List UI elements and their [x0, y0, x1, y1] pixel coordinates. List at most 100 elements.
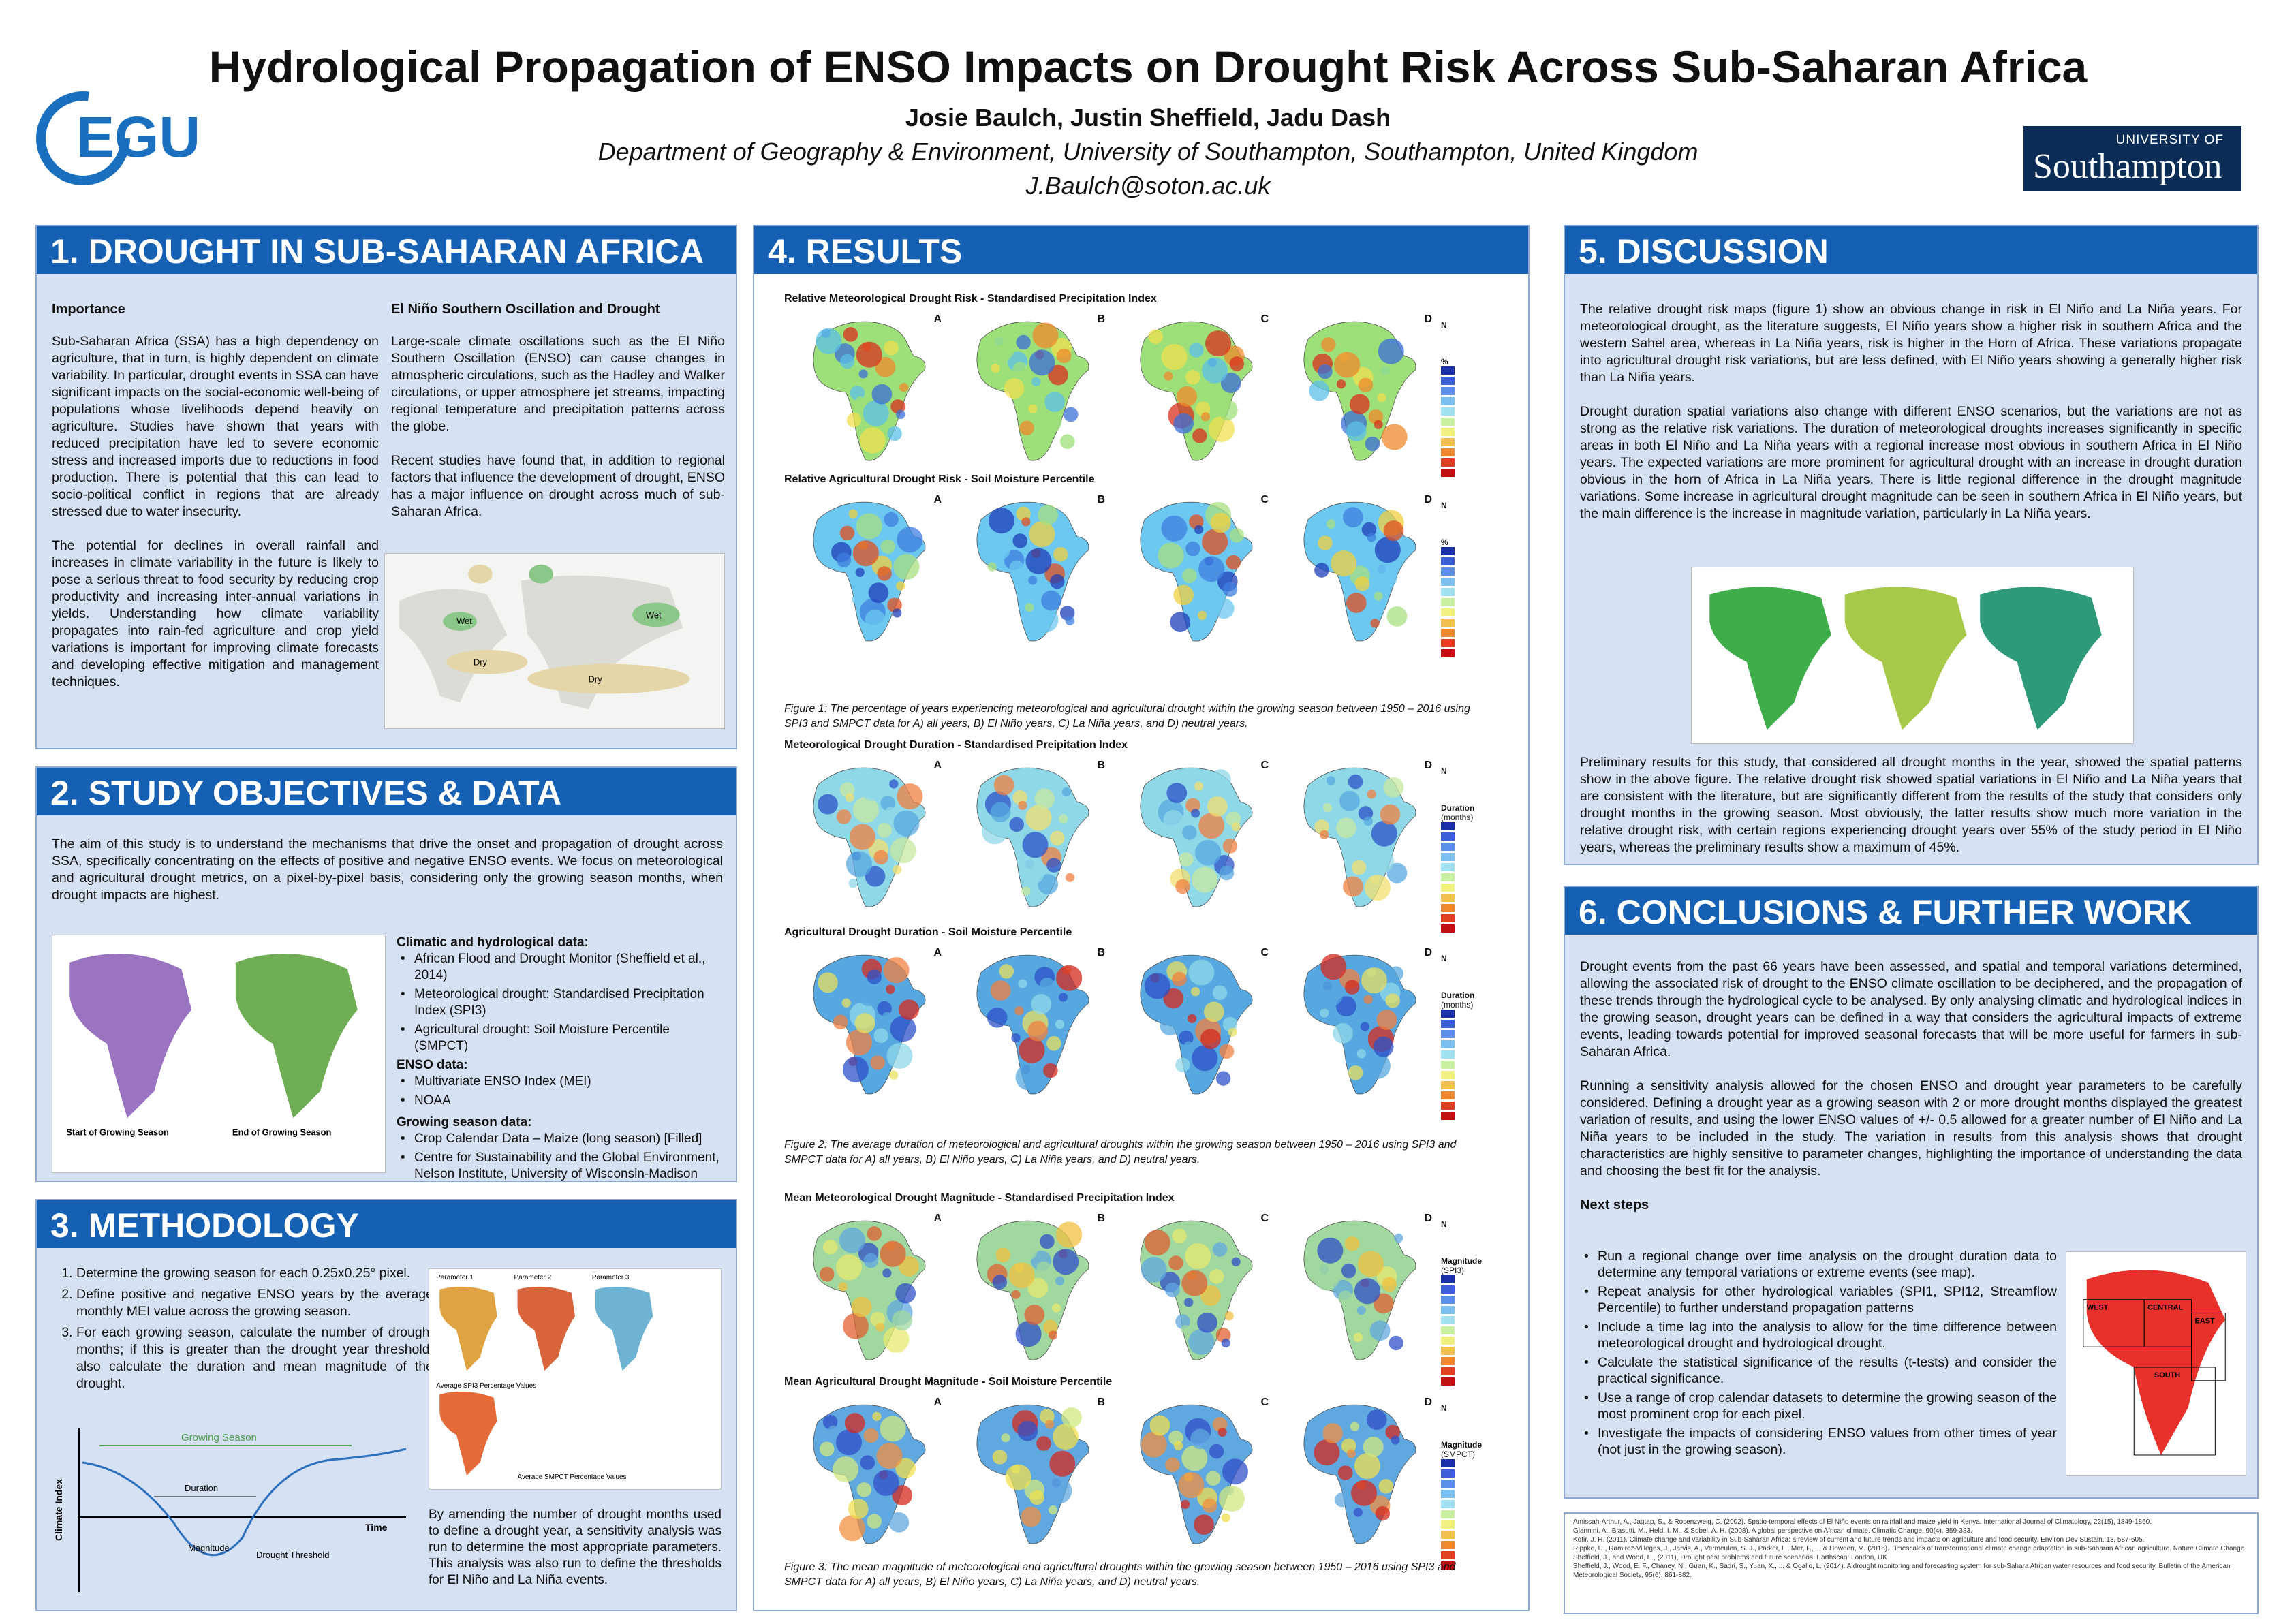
result-map-panel: B [950, 754, 1111, 918]
section-heading: 3. METHODOLOGY [37, 1200, 736, 1248]
enso-data-title: ENSO data: [397, 1058, 468, 1072]
map-panel-label: B [1097, 1396, 1105, 1408]
objectives-intro: The aim of this study is to understand t… [52, 837, 723, 903]
result-map-panel: C [1114, 308, 1274, 471]
results-map-title: Mean Meteorological Drought Magnitude - … [784, 1192, 1175, 1204]
drought-definition-graph: Growing Season Duration Magnitude Drough… [53, 1428, 407, 1592]
svg-text:Parameter 1: Parameter 1 [436, 1274, 474, 1281]
svg-text:SOUTH: SOUTH [2154, 1371, 2180, 1379]
figure-caption: Figure 2: The average duration of meteor… [784, 1139, 1457, 1166]
enso-text: Large-scale climate oscillations such as… [391, 334, 725, 434]
svg-text:Drought Threshold: Drought Threshold [256, 1550, 329, 1560]
discussion-p1: The relative drought risk maps (figure 1… [1580, 302, 2242, 385]
svg-text:Magnitude: Magnitude [188, 1543, 230, 1553]
discussion-p3: Preliminary results for this study, that… [1580, 755, 2242, 855]
map-legend: N Magnitude (SMPCT) [1441, 1403, 1516, 1572]
africa-map [1303, 767, 1416, 907]
africa-map [976, 501, 1089, 642]
africa-map [1303, 321, 1416, 461]
svg-text:Parameter 3: Parameter 3 [592, 1274, 630, 1281]
result-map-panel: A [787, 308, 947, 471]
result-map-panel: D [1277, 1207, 1438, 1371]
africa-map [1140, 501, 1253, 642]
importance-text-2: The potential for declines in overall ra… [52, 538, 379, 689]
email[interactable]: J.Baulch@soton.ac.uk [1025, 172, 1271, 200]
next-steps-list: Run a regional change over time analysis… [1580, 1248, 2057, 1461]
africa-map [813, 954, 926, 1095]
poster-title: Hydrological Propagation of ENSO Impacts… [208, 42, 2088, 92]
map-panel-label: D [1424, 1213, 1432, 1224]
map-panel-label: A [933, 1396, 942, 1408]
sensitivity-text: By amending the number of drought months… [429, 1508, 722, 1587]
svg-text:Average SMPCT Percentage Value: Average SMPCT Percentage Values [518, 1473, 627, 1481]
method-steps: Determine the growing season for each 0.… [52, 1265, 433, 1396]
africa-map [1303, 1404, 1416, 1544]
map-panel-label: C [1260, 1396, 1269, 1408]
importance-text: Sub-Saharan Africa (SSA) has a high depe… [52, 334, 379, 519]
svg-text:EAST: EAST [2195, 1317, 2215, 1325]
result-map-panel: C [1114, 1391, 1274, 1555]
result-map-panel: D [1277, 308, 1438, 471]
gs-data-title: Growing season data: [397, 1115, 532, 1129]
africa-map [1303, 954, 1416, 1095]
svg-text:Duration: Duration [185, 1483, 218, 1493]
section-heading: 5. DISCUSSION [1565, 226, 2257, 274]
map-legend: N Duration (months) [1441, 766, 1516, 935]
africa-map [976, 1220, 1089, 1360]
results-map-title: Relative Meteorological Drought Risk - S… [784, 293, 1157, 304]
map-panel-label: B [1097, 947, 1105, 958]
svg-text:Start of Growing Season: Start of Growing Season [66, 1127, 169, 1137]
map-panel-label: A [933, 947, 942, 958]
svg-text:Parameter 2: Parameter 2 [514, 1274, 552, 1281]
result-map-panel: A [787, 941, 947, 1105]
africa-map [976, 767, 1089, 907]
section-heading: 4. RESULTS [754, 226, 1528, 274]
results-map-title: Relative Agricultural Drought Risk - Soi… [784, 473, 1095, 485]
africa-map [813, 321, 926, 461]
africa-map [1140, 767, 1253, 907]
map-panel-label: A [933, 494, 942, 505]
africa-map [1140, 1404, 1253, 1544]
svg-text:Dry: Dry [474, 657, 488, 668]
africa-map [1140, 321, 1253, 461]
section-heading: 6. CONCLUSIONS & FURTHER WORK [1565, 887, 2257, 935]
poster-header: EGU Hydrological Propagation of ENSO Imp… [0, 0, 2296, 211]
map-panel-label: D [1424, 1396, 1432, 1408]
enso-title: El Niño Southern Oscillation and Drought [391, 302, 660, 317]
svg-text:End of Growing Season: End of Growing Season [232, 1127, 332, 1137]
africa-map [1140, 1220, 1253, 1360]
conclusion-p2: Running a sensitivity analysis allowed f… [1580, 1078, 2242, 1178]
map-legend: N Magnitude (SPI3) [1441, 1219, 1516, 1388]
africa-map [813, 1404, 926, 1544]
result-map-panel: D [1277, 941, 1438, 1105]
result-map-panel: D [1277, 1391, 1438, 1555]
map-panel-label: C [1260, 760, 1269, 771]
result-map-panel: C [1114, 488, 1274, 652]
enso-teleconnection-map: Wet Wet Dry Dry [384, 553, 725, 729]
svg-text:Wet: Wet [456, 616, 472, 626]
map-panel-label: C [1260, 494, 1269, 505]
result-map-panel: D [1277, 488, 1438, 652]
svg-text:Dry: Dry [589, 674, 603, 685]
conclusion-p1: Drought events from the past 66 years ha… [1580, 959, 2242, 1059]
section-discussion: 5. DISCUSSION The relative drought risk … [1564, 225, 2259, 865]
climate-data-list: African Flood and Drought Monitor (Sheff… [397, 951, 724, 1055]
enso-text-2: Recent studies have found that, in addit… [391, 453, 725, 519]
map-panel-label: D [1424, 947, 1432, 958]
map-panel-label: D [1424, 313, 1432, 325]
result-map-panel: C [1114, 754, 1274, 918]
africa-map [976, 954, 1089, 1095]
result-map-panel: C [1114, 1207, 1274, 1371]
map-panel-label: B [1097, 313, 1105, 325]
africa-map [976, 1404, 1089, 1544]
enso-data-list: Multivariate ENSO Index (MEI) NOAA [397, 1074, 724, 1109]
map-panel-label: B [1097, 1213, 1105, 1224]
map-panel-label: C [1260, 1213, 1269, 1224]
section-drought: 1. DROUGHT IN SUB-SAHARAN AFRICA Importa… [35, 225, 737, 749]
result-map-panel: B [950, 1207, 1111, 1371]
svg-text:CENTRAL: CENTRAL [2147, 1304, 2183, 1312]
section-results: 4. RESULTS [753, 225, 1530, 1611]
map-panel-label: B [1097, 760, 1105, 771]
map-legend: N Duration (months) [1441, 954, 1516, 1122]
section-methodology: 3. METHODOLOGY Determine the growing sea… [35, 1199, 737, 1611]
